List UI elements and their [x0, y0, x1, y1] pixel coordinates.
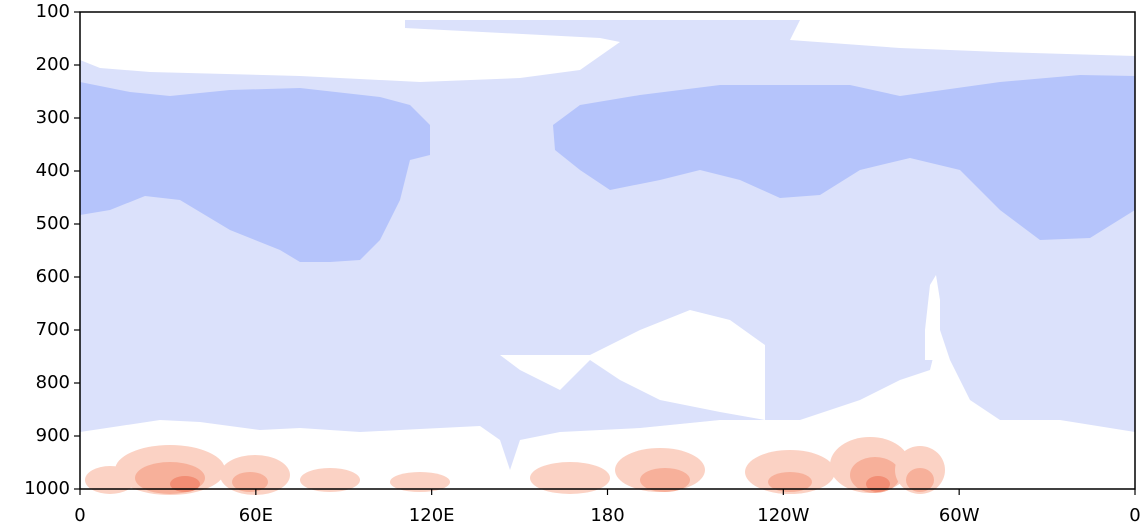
y-tick-label: 900 [36, 425, 70, 446]
y-tick-label: 100 [36, 1, 70, 22]
x-tick-label: 120E [409, 505, 455, 526]
y-tick-label: 300 [36, 107, 70, 128]
x-tick-label: 0 [1129, 505, 1140, 526]
y-tick-label: 1000 [24, 478, 70, 499]
y-tick-label: 600 [36, 266, 70, 287]
y-tick-label: 400 [36, 160, 70, 181]
y-tick-label: 700 [36, 319, 70, 340]
x-tick-label: 60W [939, 505, 980, 526]
y-tick-label: 200 [36, 54, 70, 75]
y-tick-label: 800 [36, 372, 70, 393]
y-tick-label: 500 [36, 213, 70, 234]
contour-fill [80, 12, 1135, 489]
x-tick-label: 60E [239, 505, 273, 526]
x-tick-label: 120W [757, 505, 809, 526]
x-tick-label: 0 [74, 505, 85, 526]
x-tick-label: 180 [590, 505, 624, 526]
contour-warm [85, 437, 945, 495]
